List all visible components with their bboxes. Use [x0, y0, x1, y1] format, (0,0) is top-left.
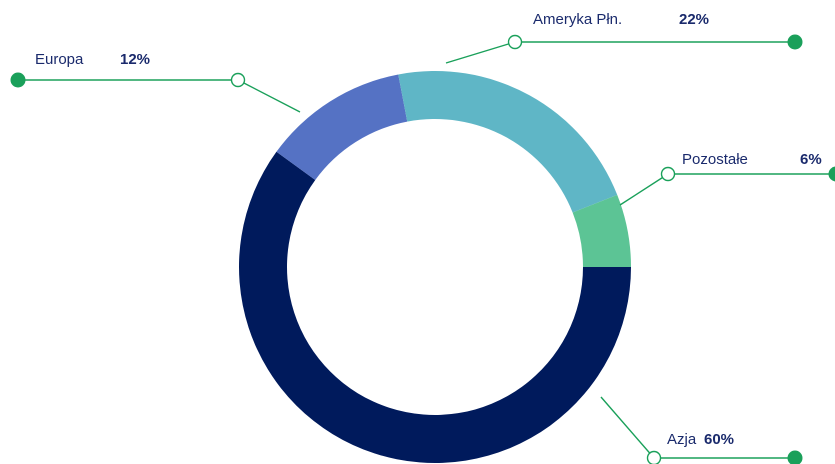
leader-ring	[646, 450, 662, 464]
leader-dot	[787, 450, 803, 464]
leader-dot	[828, 166, 835, 182]
category-label: Europa	[35, 51, 84, 68]
leader-ring	[507, 34, 523, 50]
value-label: 12%	[120, 51, 150, 68]
value-label: 6%	[800, 151, 822, 168]
value-label: 22%	[679, 11, 709, 28]
category-label: Azja	[667, 431, 697, 448]
category-label: Pozostałe	[682, 151, 748, 168]
value-label: 60%	[704, 431, 734, 448]
category-label: Ameryka Płn.	[533, 11, 622, 28]
leader-dot	[787, 34, 803, 50]
leader-ring	[660, 166, 676, 182]
donut-segment	[276, 74, 408, 181]
donut-segment	[398, 71, 618, 213]
leader-ring	[230, 72, 246, 88]
leader-line	[619, 173, 835, 206]
donut-segment	[238, 151, 631, 464]
leader-dot	[10, 72, 26, 88]
leader-line	[445, 41, 795, 64]
donut-segment	[572, 194, 631, 267]
leader-line	[600, 396, 795, 459]
leader-line	[18, 79, 301, 113]
